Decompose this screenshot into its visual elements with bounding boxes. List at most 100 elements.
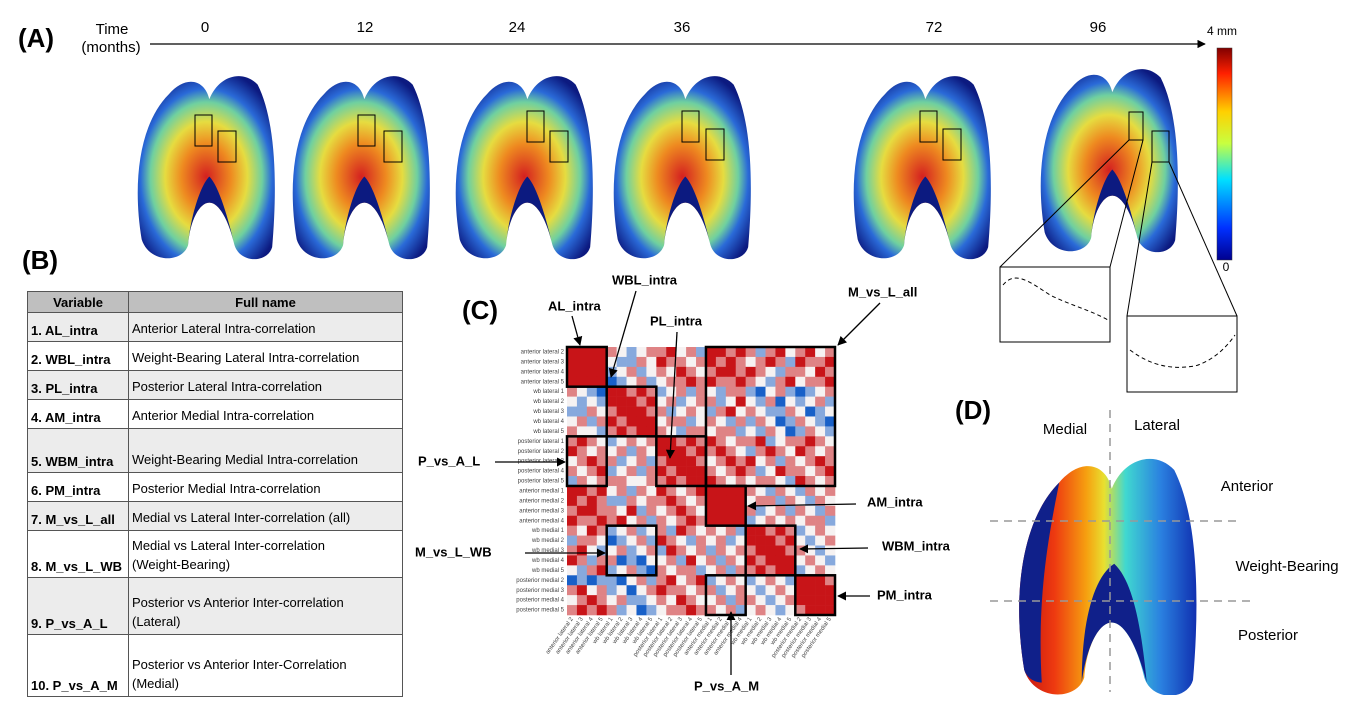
matrix-cell <box>656 485 667 497</box>
matrix-cell <box>656 436 667 447</box>
matrix-cell <box>745 585 756 596</box>
matrix-cell <box>616 575 627 586</box>
matrix-cell <box>735 545 746 556</box>
matrix-cell <box>755 575 766 586</box>
matrix-cell <box>715 466 727 477</box>
matrix-cell <box>567 456 578 467</box>
matrix-cell <box>646 356 657 368</box>
row-label: wb medial 5 <box>531 568 565 574</box>
matrix-cell <box>745 575 756 586</box>
matrix-cell <box>785 366 796 378</box>
matrix-cell <box>696 436 707 447</box>
time-point: 0 <box>201 19 209 36</box>
matrix-cell <box>606 416 617 427</box>
matrix-cell <box>795 555 806 566</box>
matrix-cell <box>676 366 687 378</box>
matrix-cell <box>616 386 627 397</box>
matrix-cell <box>775 495 786 507</box>
matrix-cell <box>795 466 806 477</box>
matrix-cell <box>775 515 786 526</box>
matrix-cell <box>815 605 826 616</box>
matrix-cell <box>715 406 727 417</box>
matrix-cell <box>656 396 667 407</box>
row-label: anterior medial 2 <box>519 498 564 504</box>
matrix-cell <box>775 396 786 407</box>
matrix-cell <box>567 436 578 447</box>
fullname-cell: Posterior vs Anterior Inter-Correlation … <box>132 657 347 691</box>
matrix-cell <box>646 485 657 497</box>
matrix-cell <box>636 446 647 457</box>
matrix-cell <box>567 347 578 358</box>
matrix-cell <box>805 347 816 358</box>
matrix-cell <box>696 485 707 497</box>
matrix-cell <box>755 466 766 477</box>
matrix-cell <box>755 555 766 566</box>
matrix-cell <box>765 545 776 556</box>
time-point: 72 <box>926 19 943 36</box>
matrix-cell <box>805 396 816 407</box>
matrix-cell <box>626 525 637 536</box>
matrix-cell <box>686 565 697 576</box>
matrix-cell <box>636 416 647 427</box>
matrix-cell <box>815 535 826 546</box>
table-row: 7. M_vs_L_all Medial vs Lateral Inter-cor… <box>28 501 402 530</box>
matrix-cell <box>765 565 776 576</box>
matrix-cell <box>576 436 588 447</box>
matrix-cell <box>715 456 727 467</box>
header-cell: Full name <box>235 294 296 310</box>
matrix-cell <box>636 366 647 378</box>
matrix-cell <box>725 396 737 407</box>
matrix-cell <box>696 575 707 586</box>
matrix-cell <box>676 426 687 437</box>
matrix-cell <box>745 525 756 536</box>
row-label: wb medial 1 <box>531 528 565 534</box>
matrix-cell <box>805 456 816 467</box>
matrix-cell <box>745 485 756 497</box>
matrix-cell <box>755 545 766 556</box>
matrix-cell <box>666 466 677 477</box>
matrix-cell <box>666 456 677 467</box>
matrix-cell <box>606 575 617 586</box>
matrix-cell <box>586 495 598 507</box>
matrix-cell <box>616 585 627 596</box>
matrix-cell <box>606 446 617 457</box>
matrix-cell <box>586 535 598 546</box>
matrix-cell <box>596 485 608 497</box>
matrix-cell <box>735 436 746 447</box>
matrix-cell <box>805 356 816 368</box>
matrix-cell <box>576 515 588 526</box>
matrix-cell <box>825 456 836 467</box>
matrix-cell <box>815 595 826 606</box>
matrix-cell <box>666 565 677 576</box>
matrix-cell <box>765 347 776 358</box>
matrix-cell <box>735 476 746 487</box>
matrix-cell <box>606 535 617 546</box>
matrix-cell <box>626 565 637 576</box>
matrix-cell <box>815 555 826 566</box>
row-label: posterior lateral 1 <box>518 439 565 445</box>
matrix-cell <box>626 585 637 596</box>
variable-cell: 5. WBM_intra <box>28 429 129 472</box>
block-outline <box>565 435 608 488</box>
matrix-cell <box>676 535 687 546</box>
matrix-cell <box>606 406 617 417</box>
matrix-cell <box>745 495 756 507</box>
matrix-cell <box>676 515 687 526</box>
matrix-cell <box>785 406 796 417</box>
matrix-cell <box>636 456 647 467</box>
matrix-cell <box>715 347 727 358</box>
variable: 9. P_vs_A_L <box>31 616 108 631</box>
matrix-cell <box>825 565 836 576</box>
matrix-cell <box>616 476 627 487</box>
matrix-cell <box>815 366 826 378</box>
matrix-cell <box>725 436 737 447</box>
matrix-cell <box>616 466 627 477</box>
matrix-cell <box>815 396 826 407</box>
matrix-cell <box>686 436 697 447</box>
matrix-cell <box>745 505 756 517</box>
matrix-cell <box>775 456 786 467</box>
matrix-cell <box>676 545 687 556</box>
matrix-cell <box>825 555 836 566</box>
matrix-cell <box>646 456 657 467</box>
